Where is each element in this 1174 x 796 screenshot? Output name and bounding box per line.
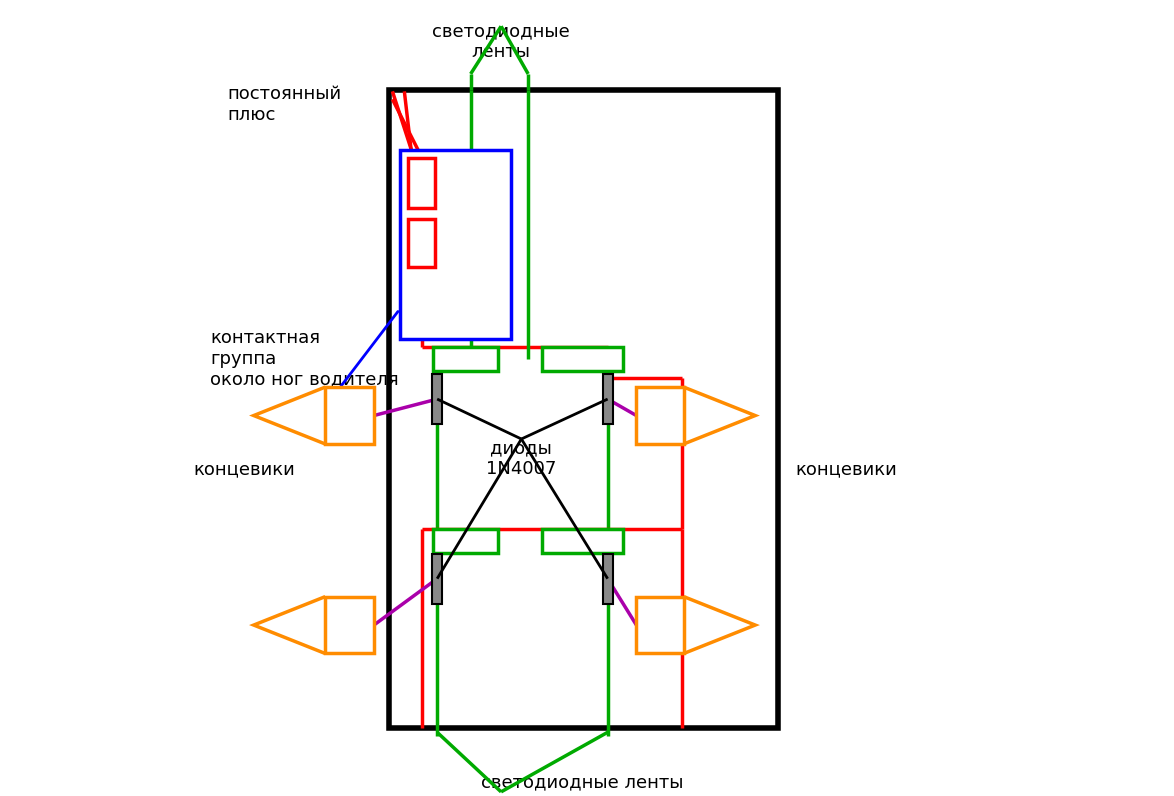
Bar: [433, 529, 498, 552]
Text: контактная
группа
около ног водителя: контактная группа около ног водителя: [210, 330, 399, 388]
Bar: [409, 158, 436, 208]
Bar: [390, 90, 778, 728]
Bar: [602, 374, 613, 424]
Text: постоянный
плюс: постоянный плюс: [227, 85, 342, 123]
Bar: [409, 220, 436, 267]
Bar: [541, 529, 623, 552]
Bar: [432, 374, 443, 424]
Bar: [399, 150, 511, 339]
Bar: [325, 387, 373, 444]
Bar: [432, 554, 443, 603]
Bar: [433, 347, 498, 371]
Text: концевики: концевики: [194, 460, 295, 478]
Text: концевики: концевики: [795, 460, 897, 478]
Text: диоды
1N4007: диоды 1N4007: [486, 439, 556, 478]
Bar: [325, 597, 373, 654]
Text: светодиодные
ленты: светодиодные ленты: [432, 22, 569, 60]
Bar: [602, 554, 613, 603]
Bar: [636, 597, 683, 654]
Bar: [636, 387, 683, 444]
Text: светодиодные ленты: светодиодные ленты: [481, 773, 683, 791]
Bar: [541, 347, 623, 371]
